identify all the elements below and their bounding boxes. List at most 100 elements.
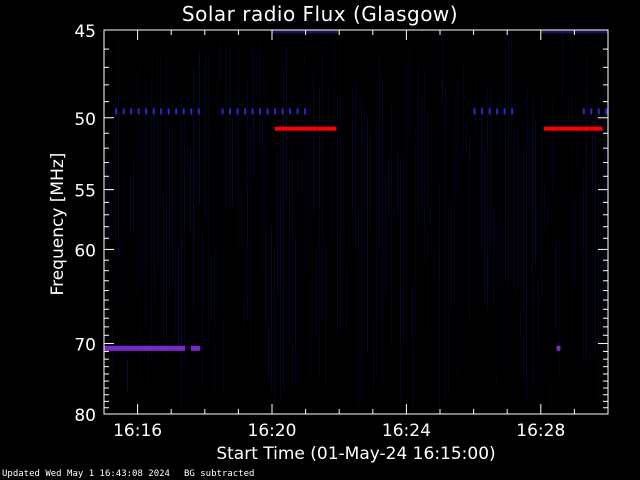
noise-column	[235, 83, 236, 145]
noise-column	[352, 90, 353, 214]
noise-column	[412, 284, 413, 409]
noise-column	[283, 72, 284, 390]
noise-column	[496, 225, 497, 384]
dashed-emission-mark	[167, 108, 170, 115]
noise-column	[445, 85, 446, 405]
y-tick-label: 50	[74, 110, 96, 130]
noise-column	[454, 94, 455, 304]
noise-column	[355, 79, 356, 248]
dashed-emission-mark	[244, 108, 247, 115]
noise-column	[124, 125, 125, 314]
dashed-emission-mark	[137, 108, 140, 115]
noise-column	[268, 324, 269, 381]
noise-column	[439, 186, 440, 408]
noise-column	[223, 126, 224, 397]
plot-border	[103, 29, 609, 415]
noise-column	[379, 54, 380, 251]
noise-column	[232, 117, 233, 207]
noise-column	[574, 197, 575, 286]
noise-column	[568, 95, 569, 121]
noise-column	[487, 88, 488, 310]
noise-column	[334, 37, 335, 157]
noise-column	[217, 49, 218, 319]
moderate-emission-band	[190, 345, 201, 351]
noise-column	[427, 111, 428, 330]
y-axis-label: Frequency [MHz]	[48, 152, 68, 296]
moderate-emission-band	[556, 345, 561, 351]
dashed-emission-mark	[597, 108, 600, 115]
noise-column	[304, 57, 305, 281]
noise-column	[331, 146, 332, 242]
noise-column	[583, 167, 584, 357]
noise-column	[208, 55, 209, 345]
dashed-emission-mark	[582, 108, 585, 115]
y-tick-label: 55	[74, 182, 96, 202]
dashed-emission-mark	[266, 108, 269, 115]
strong-emission-band	[543, 126, 603, 131]
noise-column	[190, 147, 191, 233]
noise-column	[382, 75, 383, 385]
strong-emission-band	[274, 126, 337, 131]
noise-column	[370, 129, 371, 232]
dashed-emission-mark	[511, 108, 514, 115]
noise-column	[280, 146, 281, 404]
dashed-emission-mark	[182, 108, 185, 115]
dashed-emission-mark	[152, 108, 155, 115]
y-tick-label: 45	[74, 22, 96, 42]
noise-column	[229, 43, 230, 211]
dashed-emission-mark	[289, 108, 292, 115]
noise-column	[193, 68, 194, 310]
noise-column	[562, 34, 563, 95]
noise-column	[256, 53, 257, 99]
chart-title: Solar radio Flux (Glasgow)	[181, 2, 459, 26]
noise-column	[367, 116, 368, 354]
noise-column	[163, 193, 164, 338]
noise-column	[133, 158, 134, 236]
noise-column	[250, 125, 251, 361]
dashed-emission-mark	[115, 108, 118, 115]
noise-column	[553, 99, 554, 195]
y-axis: 45 50 55 60 70 80	[74, 22, 608, 426]
noise-column	[127, 357, 128, 393]
dashed-emission-mark	[251, 108, 254, 115]
noise-column	[277, 149, 278, 294]
plot-frame	[103, 29, 609, 415]
noise-column	[505, 45, 506, 284]
noise-column	[115, 98, 116, 242]
noise-column	[592, 135, 593, 195]
noise-column	[244, 303, 245, 326]
noise-column	[340, 39, 341, 330]
noise-column	[121, 227, 122, 318]
noise-column	[514, 76, 515, 315]
noise-column	[142, 96, 143, 281]
bg-subtracted-note: BG subtracted	[183, 469, 255, 479]
noise-column	[571, 30, 572, 351]
noise-column	[298, 158, 299, 195]
noise-column	[457, 77, 458, 382]
noise-column	[112, 329, 113, 373]
noise-column	[310, 69, 311, 378]
noise-column	[403, 76, 404, 356]
dashed-emission-mark	[304, 108, 307, 115]
noise-column	[169, 124, 170, 294]
dashed-emission-mark	[296, 108, 299, 115]
noise-column	[220, 37, 221, 82]
y-tick-label: 70	[74, 335, 96, 355]
noise-column	[385, 176, 386, 298]
noise-column	[502, 120, 503, 375]
noise-column	[130, 175, 131, 232]
noise-column	[214, 174, 215, 393]
noise-column	[166, 55, 167, 362]
noise-column	[145, 76, 146, 329]
noise-column	[337, 94, 338, 338]
noise-column	[481, 105, 482, 249]
dashed-emission-mark	[229, 108, 232, 115]
noise-column	[388, 157, 389, 215]
noise-column	[316, 247, 317, 338]
x-tick-label: 16:20	[248, 421, 297, 441]
noise-column	[547, 205, 548, 253]
noise-column	[160, 50, 161, 206]
noise-column	[376, 119, 377, 377]
noise-column	[319, 84, 320, 378]
dashed-emission-mark	[190, 108, 193, 115]
